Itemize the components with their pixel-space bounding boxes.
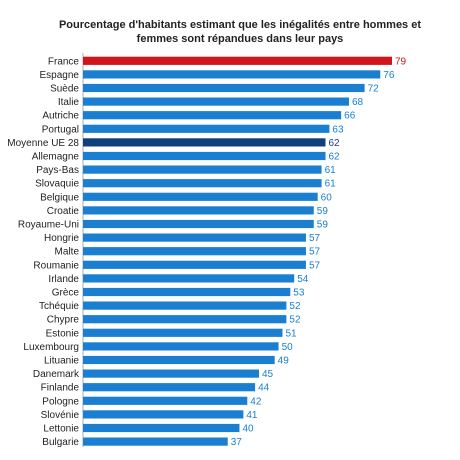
category-label: Slovaquie [35, 179, 79, 190]
category-label: Pays-Bas [36, 165, 79, 176]
value-label: 40 [242, 424, 254, 435]
category-label: Suède [50, 84, 79, 95]
category-label: Lituanie [44, 356, 79, 367]
bar [83, 301, 287, 310]
value-label: 42 [250, 396, 262, 407]
category-label: Hongrie [44, 233, 79, 244]
bar [83, 138, 326, 147]
bar [83, 192, 318, 201]
value-label: 61 [325, 179, 337, 190]
category-label: Luxembourg [23, 342, 79, 353]
bar [83, 151, 326, 161]
bar [83, 328, 283, 337]
value-label: 76 [383, 70, 395, 81]
bar [83, 247, 306, 256]
bar [83, 165, 322, 174]
bar [83, 410, 244, 419]
category-label: Moyenne UE 28 [7, 138, 79, 149]
bar [83, 383, 256, 392]
bar [83, 124, 330, 133]
value-label: 62 [329, 152, 341, 163]
value-label: 52 [289, 315, 301, 326]
bar [83, 56, 392, 65]
category-label: Italie [58, 97, 80, 108]
category-label: Danemark [33, 369, 80, 380]
bar [83, 179, 322, 188]
bar [83, 206, 314, 215]
category-label: Allemagne [32, 152, 80, 163]
category-label: Belgique [40, 192, 79, 203]
value-label: 62 [329, 138, 341, 149]
value-label: 50 [282, 342, 294, 353]
value-label: 57 [309, 247, 321, 258]
value-label: 59 [317, 220, 329, 231]
bar [83, 369, 260, 378]
bar [83, 396, 248, 405]
category-label: Slovénie [41, 410, 80, 421]
bar [83, 70, 381, 79]
category-label: Roumanie [33, 260, 79, 271]
value-label: 53 [293, 288, 305, 299]
category-label: Royaume-Uni [18, 220, 79, 231]
category-label: Portugal [42, 124, 79, 135]
chart-title: Pourcentage d'habitants estimant que les… [58, 19, 422, 45]
bar [83, 260, 306, 269]
value-label: 52 [289, 301, 301, 312]
bar [83, 437, 228, 446]
category-label: Bulgarie [42, 437, 79, 448]
category-label: Grèce [52, 288, 80, 299]
bar [83, 342, 279, 351]
value-label: 79 [395, 56, 407, 67]
category-label: Lettonie [43, 424, 79, 435]
value-label: 41 [246, 410, 258, 421]
value-label: 63 [332, 124, 344, 135]
value-label: 57 [309, 260, 321, 271]
value-label: 37 [231, 437, 243, 448]
category-label: Croatie [47, 206, 80, 217]
value-label: 68 [352, 97, 364, 108]
category-label: Estonie [46, 328, 80, 339]
value-label: 59 [317, 206, 329, 217]
value-label: 66 [344, 111, 356, 122]
bar [83, 97, 349, 106]
category-label: Chypre [47, 315, 80, 326]
category-label: Autriche [42, 111, 79, 122]
value-label: 51 [285, 328, 297, 339]
category-label: Tchéquie [39, 301, 79, 312]
value-label: 54 [297, 274, 309, 285]
value-label: 60 [321, 192, 333, 203]
bar [83, 111, 342, 120]
value-label: 44 [258, 383, 270, 394]
bar [83, 315, 287, 324]
value-label: 45 [262, 369, 274, 380]
category-label: France [48, 56, 80, 67]
category-label: Finlande [41, 383, 80, 394]
bar [83, 219, 314, 229]
category-label: Espagne [40, 70, 80, 81]
bar [83, 423, 240, 433]
bar [83, 233, 306, 242]
value-label: 57 [309, 233, 321, 244]
bar [83, 287, 291, 297]
value-label: 72 [368, 84, 380, 95]
category-label: Malte [55, 247, 80, 258]
category-label: Pologne [42, 396, 79, 407]
bar [83, 355, 275, 365]
category-label: Irlande [48, 274, 79, 285]
value-label: 49 [278, 356, 290, 367]
bar [83, 83, 365, 93]
bar [83, 274, 295, 283]
value-label: 61 [325, 165, 337, 176]
